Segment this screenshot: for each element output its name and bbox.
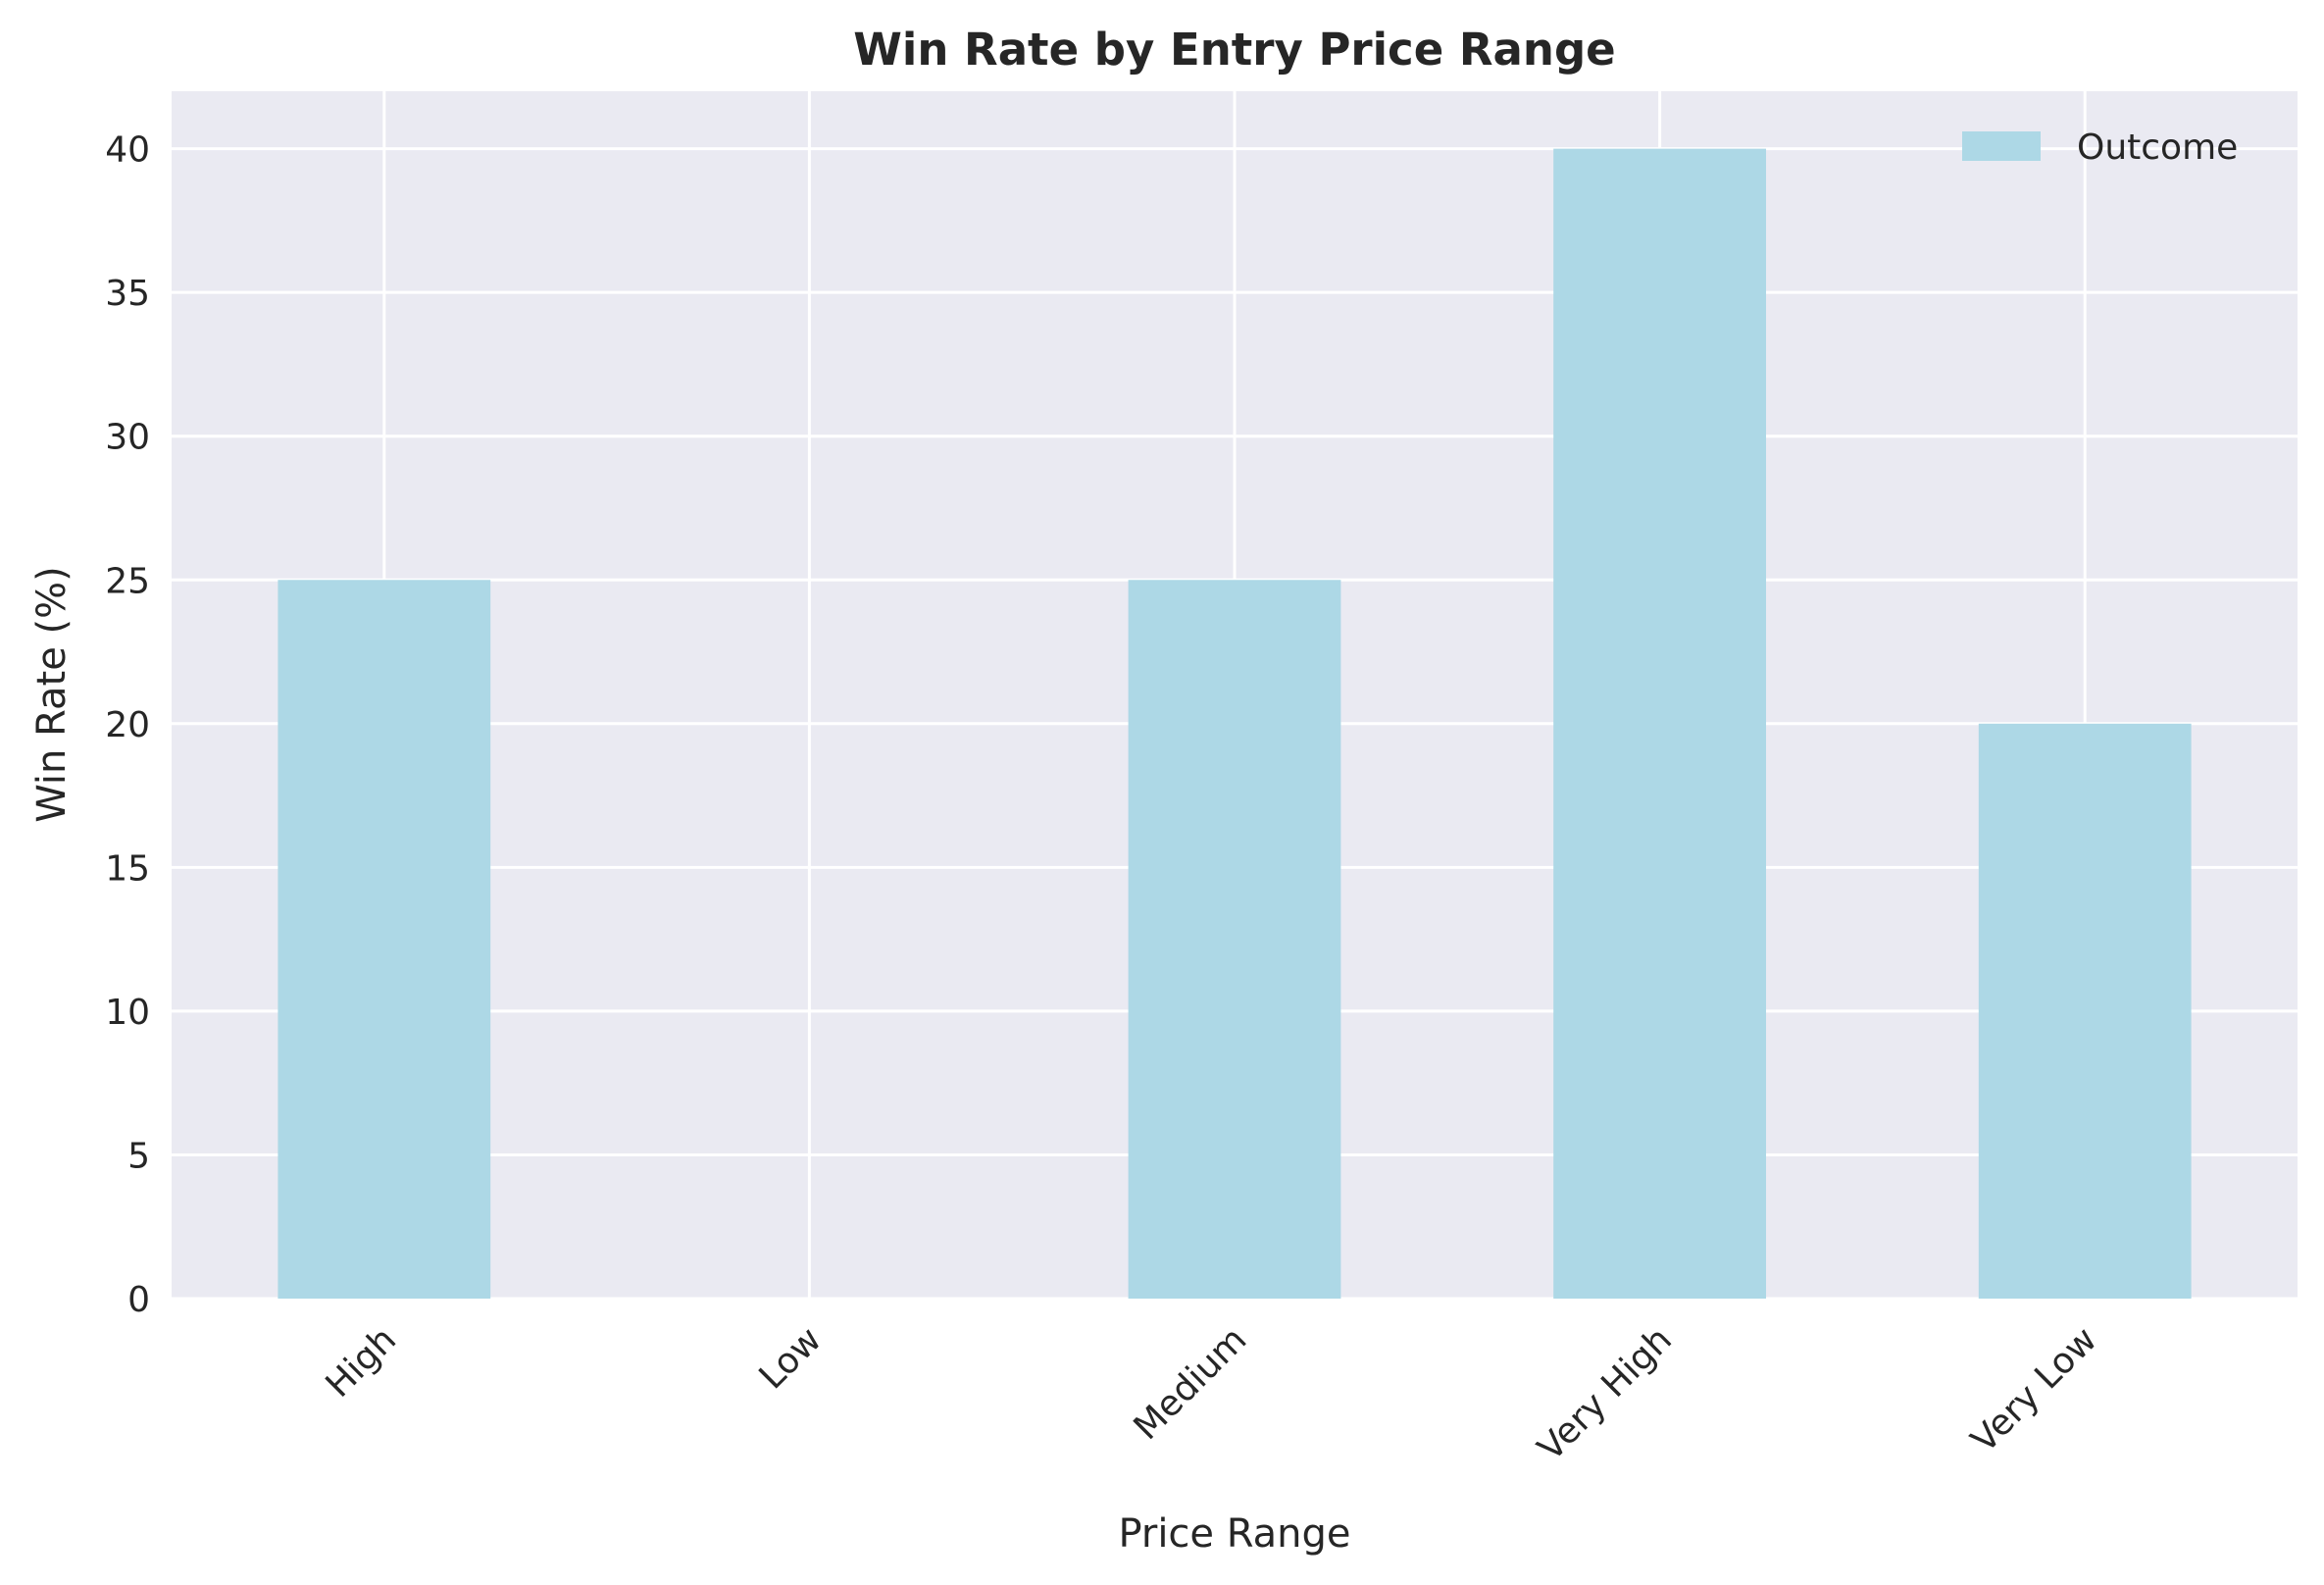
bars <box>278 148 2192 1300</box>
x-tick-label: High <box>319 1319 405 1406</box>
x-tick-label: Low <box>752 1319 830 1397</box>
y-axis-label: Win Rate (%) <box>29 566 75 823</box>
x-axis-label: Price Range <box>1118 1511 1350 1557</box>
legend: Outcome <box>1962 128 2238 168</box>
legend-label-outcome: Outcome <box>2077 128 2238 168</box>
chart-title: Win Rate by Entry Price Range <box>853 24 1615 76</box>
x-tick-label: Very Low <box>1964 1319 2105 1460</box>
y-tick-label: 25 <box>105 561 150 601</box>
y-tick-label: 20 <box>105 705 150 745</box>
y-tick-label: 30 <box>105 418 150 458</box>
x-axis-ticks: High Low Medium Very High Very Low <box>319 1319 2105 1468</box>
bar-very-low <box>1978 723 2192 1299</box>
y-tick-label: 0 <box>127 1280 150 1320</box>
y-tick-label: 35 <box>105 274 150 314</box>
bar-medium <box>1128 580 1341 1299</box>
y-tick-label: 10 <box>105 993 150 1033</box>
y-tick-label: 40 <box>105 130 150 171</box>
bar-high <box>278 580 491 1299</box>
y-tick-label: 5 <box>127 1136 150 1176</box>
y-tick-label: 15 <box>105 848 150 889</box>
legend-swatch <box>1962 131 2041 161</box>
x-tick-label: Medium <box>1127 1319 1255 1448</box>
bar-very-high <box>1553 148 1766 1300</box>
x-tick-label: Very High <box>1531 1319 1680 1468</box>
y-axis-ticks: 0 5 10 15 20 25 30 35 40 <box>105 130 150 1320</box>
